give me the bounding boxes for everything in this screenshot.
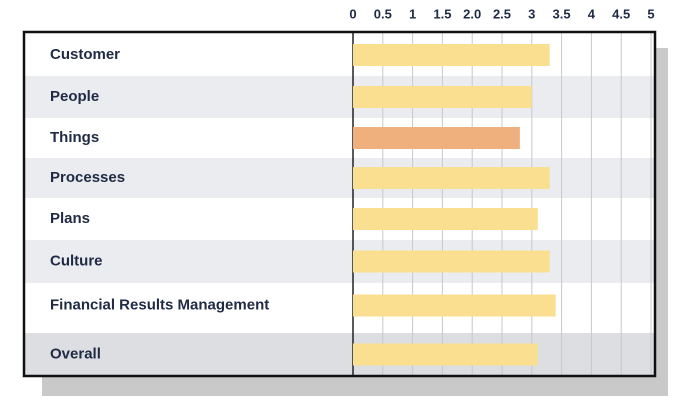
row-band xyxy=(25,76,654,118)
bar xyxy=(353,343,538,366)
category-label: Culture xyxy=(50,252,103,269)
bar xyxy=(353,127,520,149)
category-label: Processes xyxy=(50,169,125,186)
x-tick-label: 3.5 xyxy=(553,6,571,21)
category-label: Things xyxy=(50,129,99,146)
frame xyxy=(22,30,657,378)
bar xyxy=(353,86,532,108)
x-tick-label: 1 xyxy=(409,6,416,21)
x-tick-label: 1.5 xyxy=(433,6,451,21)
row-band xyxy=(25,333,654,376)
category-label: Financial Results Management xyxy=(50,296,269,313)
x-tick-label: 3 xyxy=(528,6,535,21)
bar xyxy=(353,208,538,230)
x-tick-label: 2.0 xyxy=(463,6,481,21)
x-tick-label: 0.5 xyxy=(374,6,392,21)
row-band xyxy=(25,240,654,283)
bar xyxy=(353,250,550,273)
category-label: Plans xyxy=(50,210,90,227)
category-label: People xyxy=(50,88,99,105)
row-band xyxy=(25,118,654,158)
bar xyxy=(353,167,550,189)
category-label: Customer xyxy=(50,46,120,63)
bar xyxy=(353,44,550,66)
category-label: Overall xyxy=(50,345,101,362)
x-tick-label: 2.5 xyxy=(493,6,511,21)
x-tick-label: 4 xyxy=(588,6,596,21)
x-tick-label: 4.5 xyxy=(612,6,630,21)
row-band xyxy=(25,198,654,240)
x-tick-label: 0 xyxy=(349,6,356,21)
x-tick-label: 5 xyxy=(647,6,654,21)
bar xyxy=(353,294,556,317)
